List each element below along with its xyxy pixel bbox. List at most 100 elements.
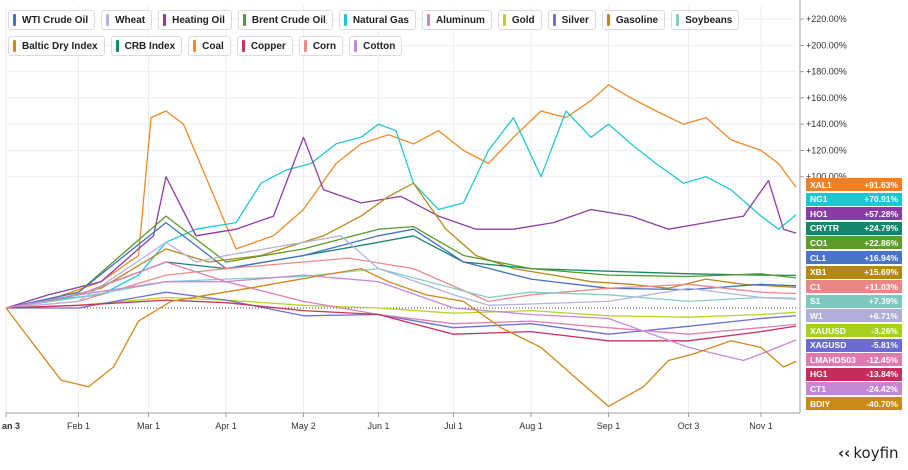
badge-ticker: HO1 (810, 208, 828, 219)
y-tick-label: +160.00% (806, 93, 847, 103)
legend-label: Heating Oil (172, 14, 225, 26)
badge-ticker: CO1 (810, 237, 828, 248)
badge-value: +16.94% (864, 252, 898, 263)
legend-swatch (241, 40, 245, 52)
badge-ticker: XAL1 (810, 179, 832, 190)
y-tick-label: +140.00% (806, 119, 847, 129)
value-badge-ng1: NG1 +70.91% (806, 192, 902, 206)
legend-label: Coal (202, 40, 224, 52)
x-tick-label: Feb 1 (67, 421, 90, 431)
value-badge-ct1: CT1 -24.42% (806, 382, 902, 396)
badge-ticker: BDIY (810, 398, 831, 409)
badge-ticker: CT1 (810, 383, 827, 394)
legend-item-crb-index[interactable]: CRB Index (110, 36, 183, 56)
series-line-silver (6, 291, 797, 335)
legend-item-cotton[interactable]: Cotton (349, 36, 403, 56)
legend-swatch (502, 14, 506, 26)
value-badge-c1: C1 +11.03% (806, 280, 902, 294)
badge-ticker: NG1 (810, 194, 828, 205)
series-line-coal (5, 84, 797, 309)
x-tick-label: Sep 1 (597, 421, 621, 431)
x-tick-label: Aug 1 (519, 421, 543, 431)
legend-item-wheat[interactable]: Wheat (101, 10, 153, 30)
series-line-aluminum (5, 261, 797, 335)
legend-swatch (676, 14, 680, 26)
legend-item-wti-crude-oil[interactable]: WTI Crude Oil (8, 10, 96, 30)
legend-label: Natural Gas (352, 14, 409, 26)
legend-swatch (13, 14, 16, 26)
legend-label: Silver (561, 14, 589, 26)
koyfin-logo-icon: ‹‹ (838, 444, 851, 462)
legend-swatch (354, 40, 358, 52)
badge-value: +22.86% (864, 237, 898, 248)
badge-ticker: CL1 (810, 252, 827, 263)
legend-item-natural-gas[interactable]: Natural Gas (338, 10, 416, 30)
value-badge-cl1: CL1 +16.94% (806, 251, 902, 264)
koyfin-logo[interactable]: ‹‹ koyfin (838, 444, 899, 462)
value-badge-s1: S1 +7.39% (806, 294, 902, 308)
legend-item-soybeans[interactable]: Soybeans (671, 10, 740, 30)
badge-value: -12.45% (866, 354, 898, 365)
badge-value: +91.63% (864, 179, 898, 190)
legend-label: Corn (312, 40, 337, 52)
value-badge-lmahds03: LMAHDS03 -12.45% (806, 353, 902, 367)
value-badge-xal1: XAL1 +91.63% (806, 178, 902, 191)
legend-swatch (13, 40, 16, 52)
value-badge-co1: CO1 +22.86% (806, 236, 902, 250)
value-badge-xagusd: XAGUSD -5.81% (806, 338, 902, 352)
legend-item-baltic-dry-index[interactable]: Baltic Dry Index (8, 36, 105, 56)
badge-value: +24.79% (864, 223, 898, 234)
badge-ticker: HG1 (810, 369, 828, 380)
badge-value: +6.71% (868, 310, 898, 321)
legend-item-aluminum[interactable]: Aluminum (421, 10, 492, 30)
legend-label: Gold (511, 14, 535, 26)
value-badge-w1: W1 +6.71% (806, 309, 902, 323)
x-tick-label: Apr 1 (215, 421, 237, 431)
y-tick-label: +180.00% (806, 67, 847, 77)
legend-item-brent-crude-oil[interactable]: Brent Crude Oil (237, 10, 333, 30)
legend-label: CRB Index (124, 40, 176, 52)
series-line-copper (5, 299, 797, 342)
legend-swatch (303, 40, 307, 52)
badge-value: -40.70% (866, 398, 898, 409)
y-tick-label: +200.00% (806, 40, 847, 50)
legend-label: Copper (250, 40, 286, 52)
x-tick-label: May 2 (291, 421, 316, 431)
legend-label: Baltic Dry Index (22, 40, 98, 52)
x-tick-label: an 3 (2, 421, 20, 431)
grid-layer (5, 6, 796, 413)
legend-swatch (426, 14, 430, 26)
badge-ticker: XAUUSD (810, 325, 846, 336)
series-layer (5, 84, 797, 408)
badge-value: -13.84% (866, 369, 898, 380)
x-tick-label: Jun 1 (367, 421, 389, 431)
badge-ticker: XAGUSD (810, 340, 847, 351)
legend-item-gasoline[interactable]: Gasoline (601, 10, 666, 30)
legend-swatch (606, 14, 610, 26)
legend-item-corn[interactable]: Corn (298, 36, 344, 56)
legend-item-copper[interactable]: Copper (236, 36, 293, 56)
badge-ticker: CRYTR (810, 223, 839, 234)
legend-swatch (552, 14, 556, 26)
badge-value: +15.69% (864, 267, 898, 278)
series-line-wti-crude-oil (5, 221, 797, 309)
series-line-gasoline (5, 182, 797, 309)
badge-value: +57.28% (864, 208, 898, 219)
legend-item-heating-oil[interactable]: Heating Oil (158, 10, 232, 30)
legend-item-gold[interactable]: Gold (497, 10, 542, 30)
legend-item-coal[interactable]: Coal (188, 36, 231, 56)
y-tick-label: +100.00% (806, 172, 847, 182)
legend-swatch (242, 14, 246, 26)
x-tick-label: Jul 1 (444, 421, 463, 431)
value-badge-hg1: HG1 -13.84% (806, 367, 902, 381)
legend-swatch (343, 14, 347, 26)
series-line-corn (5, 257, 797, 309)
logo-text: koyfin (853, 444, 899, 462)
legend-label: Gasoline (615, 14, 659, 26)
legend-label: WTI Crude Oil (22, 14, 89, 26)
legend-item-silver[interactable]: Silver (547, 10, 596, 30)
legend-swatch (163, 14, 167, 26)
value-badge-ho1: HO1 +57.28% (806, 207, 902, 221)
value-badge-xb1: XB1 +15.69% (806, 265, 902, 279)
badge-value: -24.42% (866, 383, 898, 394)
